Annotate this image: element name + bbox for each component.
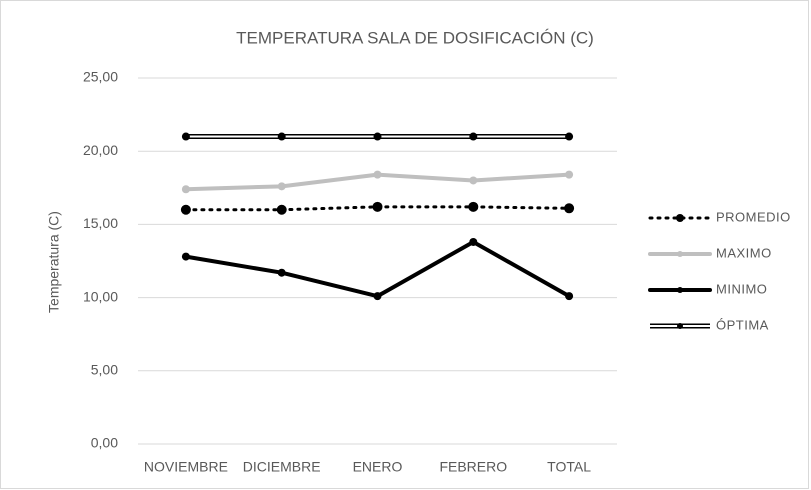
x-tick-label: ENERO bbox=[353, 459, 403, 475]
x-tick-label: DICIEMBRE bbox=[243, 459, 321, 475]
legend-marker bbox=[677, 287, 683, 293]
point bbox=[565, 170, 574, 179]
legend-marker bbox=[677, 323, 683, 329]
point bbox=[373, 132, 382, 141]
y-tick-label: 5,00 bbox=[91, 362, 118, 378]
y-tick-label: 25,00 bbox=[83, 69, 118, 85]
point bbox=[277, 182, 286, 191]
point bbox=[373, 170, 382, 179]
y-tick-label: 20,00 bbox=[83, 142, 118, 158]
point bbox=[372, 201, 383, 212]
point bbox=[277, 132, 286, 141]
legend-marker bbox=[676, 214, 684, 222]
point bbox=[180, 204, 191, 215]
point bbox=[277, 268, 286, 277]
point bbox=[373, 292, 382, 301]
point bbox=[181, 132, 190, 141]
point bbox=[469, 132, 478, 141]
legend-label: PROMEDIO bbox=[716, 209, 791, 224]
x-tick-label: FEBRERO bbox=[439, 459, 507, 475]
point bbox=[565, 292, 574, 301]
point bbox=[469, 237, 478, 246]
legend-marker bbox=[677, 251, 683, 257]
legend-label: MAXIMO bbox=[716, 245, 772, 260]
y-tick-label: 0,00 bbox=[91, 435, 118, 451]
x-tick-label: NOVIEMBRE bbox=[144, 459, 228, 475]
point bbox=[276, 204, 287, 215]
point bbox=[468, 201, 479, 212]
y-tick-label: 15,00 bbox=[83, 215, 118, 231]
point bbox=[181, 252, 190, 261]
point bbox=[181, 185, 190, 194]
x-tick-label: TOTAL bbox=[547, 459, 591, 475]
y-tick-label: 10,00 bbox=[83, 288, 118, 304]
legend-label: MINIMO bbox=[716, 281, 767, 296]
point bbox=[564, 203, 575, 214]
point bbox=[565, 132, 574, 141]
y-axis-label: Temperatura (C) bbox=[46, 211, 62, 313]
point bbox=[469, 176, 478, 185]
chart-title: TEMPERATURA SALA DE DOSIFICACIÓN (C) bbox=[236, 28, 594, 47]
legend-label: ÓPTIMA bbox=[716, 317, 769, 332]
